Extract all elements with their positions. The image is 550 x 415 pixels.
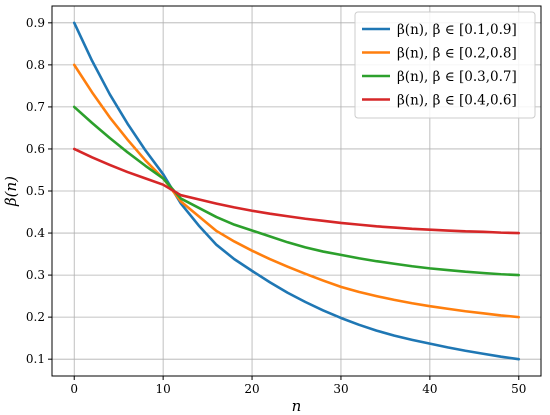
x-tick-label: 30 bbox=[333, 382, 348, 396]
x-tick-label: 10 bbox=[155, 382, 170, 396]
legend: β(n), β ∈ [0.1,0.9] β(n), β ∈ [0.2,0.8] β(… bbox=[354, 11, 536, 119]
grid bbox=[52, 6, 541, 376]
legend-label: β(n), β ∈ [0.2,0.8] bbox=[397, 46, 517, 62]
legend-label: β(n), β ∈ [0.3,0.7] bbox=[397, 69, 517, 85]
x-axis-label: n bbox=[292, 397, 302, 415]
y-tick-label: 0.2 bbox=[26, 310, 45, 324]
y-tick-label: 0.9 bbox=[26, 16, 45, 30]
y-tick-label: 0.1 bbox=[26, 352, 45, 366]
x-tick-label: 50 bbox=[511, 382, 526, 396]
x-tick-label: 0 bbox=[70, 382, 78, 396]
series-line-4 bbox=[72, 147, 521, 235]
y-tick-label: 0.6 bbox=[26, 142, 45, 156]
y-tick-label: 0.7 bbox=[26, 100, 45, 114]
x-tick-label: 20 bbox=[244, 382, 259, 396]
series-line-2 bbox=[72, 63, 521, 319]
legend-label: β(n), β ∈ [0.4,0.6] bbox=[397, 93, 517, 109]
x-tick-label: 40 bbox=[422, 382, 437, 396]
series-line-3 bbox=[72, 105, 521, 277]
y-tick-label: 0.8 bbox=[26, 58, 45, 72]
y-tick-label: 0.4 bbox=[26, 226, 45, 240]
legend-label: β(n), β ∈ [0.1,0.9] bbox=[397, 22, 517, 38]
y-tick-label: 0.3 bbox=[26, 268, 45, 282]
y-tick-label: 0.5 bbox=[26, 184, 45, 198]
ticks: 0 10 20 30 40 50 0.1 0.2 0.3 0.4 0.5 0.6 0.7 0.8 0.9 bbox=[26, 16, 527, 396]
legend-box bbox=[354, 11, 536, 119]
series-layer bbox=[72, 21, 521, 361]
series-line-1 bbox=[72, 21, 521, 361]
y-axis-label: β(n) bbox=[2, 176, 20, 207]
